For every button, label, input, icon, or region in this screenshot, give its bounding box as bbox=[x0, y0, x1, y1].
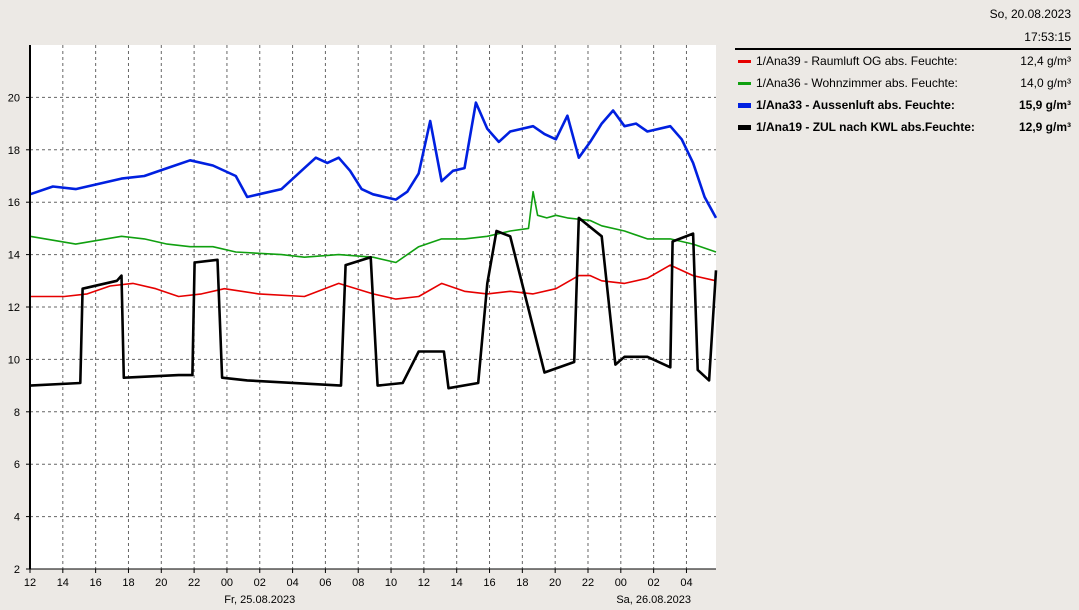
x-tick-label: 20 bbox=[155, 577, 167, 589]
x-tick-label: 16 bbox=[483, 577, 495, 589]
x-tick-label: 08 bbox=[352, 577, 364, 589]
legend-value: 12,9 g/m³ bbox=[1018, 120, 1071, 134]
legend-swatch bbox=[738, 81, 751, 85]
legend-swatch bbox=[738, 102, 751, 108]
x-tick-label: 12 bbox=[418, 577, 430, 589]
legend-item[interactable]: 1/Ana36 - Wohnzimmer abs. Feuchte: 14,0 g… bbox=[735, 72, 1071, 94]
y-tick-label: 4 bbox=[14, 512, 20, 524]
legend-label: 1/Ana36 - Wohnzimmer abs. Feuchte: bbox=[756, 76, 958, 90]
series-line-1 bbox=[29, 190, 717, 264]
x-tick-label: 02 bbox=[254, 577, 266, 589]
legend-value: 15,9 g/m³ bbox=[1018, 98, 1071, 112]
x-tick-label: 00 bbox=[221, 577, 233, 589]
legend-label: 1/Ana19 - ZUL nach KWL abs.Feuchte: bbox=[756, 120, 975, 134]
header-time: 17:53:15 bbox=[1024, 30, 1071, 44]
x-tick-label: 02 bbox=[648, 577, 660, 589]
y-tick-label: 8 bbox=[14, 407, 20, 419]
legend-label: 1/Ana33 - Aussenluft abs. Feuchte: bbox=[756, 98, 955, 112]
y-tick-label: 12 bbox=[8, 302, 20, 314]
series-line-0 bbox=[30, 264, 717, 300]
x-tick-label: 04 bbox=[286, 577, 298, 589]
y-tick-label: 14 bbox=[8, 250, 20, 262]
header-date: So, 20.08.2023 bbox=[989, 7, 1071, 21]
x-tick-label: 16 bbox=[90, 577, 102, 589]
tick-labels: 2 4 6 8 10 12 14 16 18 20 12 14 16 18 20 22 00 02 04 06 08 10… bbox=[8, 92, 693, 606]
x-tick-label: 12 bbox=[24, 577, 36, 589]
y-tick-label: 10 bbox=[8, 354, 20, 366]
y-tick-label: 18 bbox=[8, 145, 20, 157]
x-tick-label: 14 bbox=[451, 577, 463, 589]
series-line-2 bbox=[29, 101, 718, 219]
x-tick-label: 18 bbox=[516, 577, 528, 589]
x-tick-label: 22 bbox=[188, 577, 200, 589]
series-layer bbox=[29, 101, 718, 390]
legend-label: 1/Ana39 - Raumluft OG abs. Feuchte: bbox=[756, 54, 958, 68]
y-tick-label: 20 bbox=[8, 92, 20, 104]
legend-value: 12,4 g/m³ bbox=[1020, 54, 1071, 68]
grid bbox=[30, 45, 716, 570]
x-tick-label: 14 bbox=[57, 577, 69, 589]
x-tick-label: 10 bbox=[385, 577, 397, 589]
x-tick-label: 00 bbox=[615, 577, 627, 589]
date-label: Fr, 25.08.2023 bbox=[224, 594, 295, 606]
legend-item[interactable]: 1/Ana39 - Raumluft OG abs. Feuchte: 12,4 … bbox=[735, 50, 1071, 72]
y-tick-label: 2 bbox=[14, 564, 20, 576]
y-tick-label: 16 bbox=[8, 197, 20, 209]
legend-item[interactable]: 1/Ana33 - Aussenluft abs. Feuchte: 15,9 g… bbox=[735, 94, 1071, 116]
legend-value: 14,0 g/m³ bbox=[1020, 76, 1071, 90]
series-line-3 bbox=[29, 216, 718, 390]
legend-item[interactable]: 1/Ana19 - ZUL nach KWL abs.Feuchte: 12,9 … bbox=[735, 116, 1071, 138]
legend-swatch bbox=[738, 59, 751, 63]
date-label: Sa, 26.08.2023 bbox=[616, 594, 691, 606]
legend: 1/Ana39 - Raumluft OG abs. Feuchte: 12,4 … bbox=[735, 48, 1071, 138]
axes bbox=[26, 45, 716, 573]
x-tick-label: 20 bbox=[549, 577, 561, 589]
x-tick-label: 22 bbox=[582, 577, 594, 589]
x-tick-label: 18 bbox=[122, 577, 134, 589]
x-tick-label: 04 bbox=[680, 577, 692, 589]
y-tick-label: 6 bbox=[14, 459, 20, 471]
x-tick-label: 06 bbox=[319, 577, 331, 589]
legend-swatch bbox=[738, 124, 751, 130]
